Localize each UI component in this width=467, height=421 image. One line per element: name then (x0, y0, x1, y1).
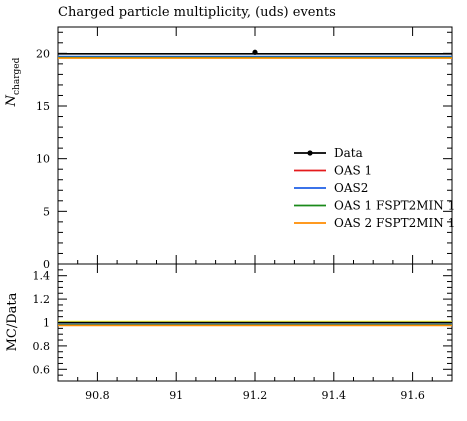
y-tick-label: 15 (36, 100, 50, 113)
ratio-y-tick-label: 0.6 (33, 363, 51, 376)
x-tick-label: 91.6 (400, 389, 425, 402)
x-tick-label: 90.8 (85, 389, 110, 402)
legend-label: OAS 1 FSPT2MIN 1 (334, 199, 455, 213)
ratio-y-tick-label: 1 (43, 317, 50, 330)
legend: Data OAS 1 OAS2 OAS 1 FSPT2MIN 1 OAS 2 FSPT2… (294, 146, 455, 230)
x-tick-label: 91.4 (322, 389, 347, 402)
ratio-y-tick-label: 1.2 (33, 293, 51, 306)
ratio-lines (58, 321, 452, 327)
chart-title: Charged particle multiplicity, (uds) eve… (58, 5, 336, 20)
y-tick-label: 0 (43, 258, 50, 271)
data-point (252, 49, 258, 55)
y-tick-label: 10 (36, 153, 50, 166)
ratio-y-tick-label: 0.8 (33, 340, 51, 353)
ratio-panel: 0.6 0.8 1 1.2 1.4 90.8 91 91.2 91.4 91.6 MC/Data (5, 263, 453, 402)
y-tick-label: 20 (36, 47, 50, 60)
ratio-y-tick-label: 1.4 (33, 270, 51, 283)
legend-label: OAS 2 FSPT2MIN 1 (334, 216, 455, 230)
legend-label: OAS2 (334, 181, 368, 195)
y-axis-label-main: N (4, 94, 19, 107)
main-lines (58, 49, 452, 59)
y-axis-label: Ncharged (4, 57, 22, 107)
legend-label: OAS 1 (334, 164, 372, 178)
main-panel: 0 5 10 15 20 Data OAS 1 OAS2 OAS 1 FSPT2MIN 1 OA… (4, 26, 455, 271)
y-axis-label-sub: charged (12, 57, 22, 95)
y-tick-label: 5 (43, 205, 50, 218)
ratio-axis-label: MC/Data (5, 292, 20, 351)
x-tick-label: 91.2 (243, 389, 268, 402)
ratio-ticks: 0.6 0.8 1 1.2 1.4 90.8 91 91.2 91.4 91.6 (33, 264, 453, 402)
legend-marker (307, 150, 313, 156)
legend-label: Data (334, 146, 363, 160)
x-tick-label: 91 (169, 389, 183, 402)
main-ticks: 0 5 10 15 20 (36, 27, 453, 271)
